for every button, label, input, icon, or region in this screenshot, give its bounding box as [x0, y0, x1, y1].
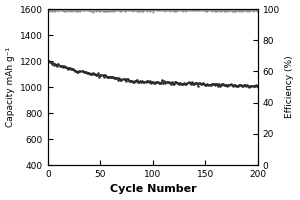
Y-axis label: Capacity mAh g⁻¹: Capacity mAh g⁻¹ [6, 47, 15, 127]
X-axis label: Cycle Number: Cycle Number [110, 184, 196, 194]
Y-axis label: Efficiency (%): Efficiency (%) [285, 56, 294, 118]
